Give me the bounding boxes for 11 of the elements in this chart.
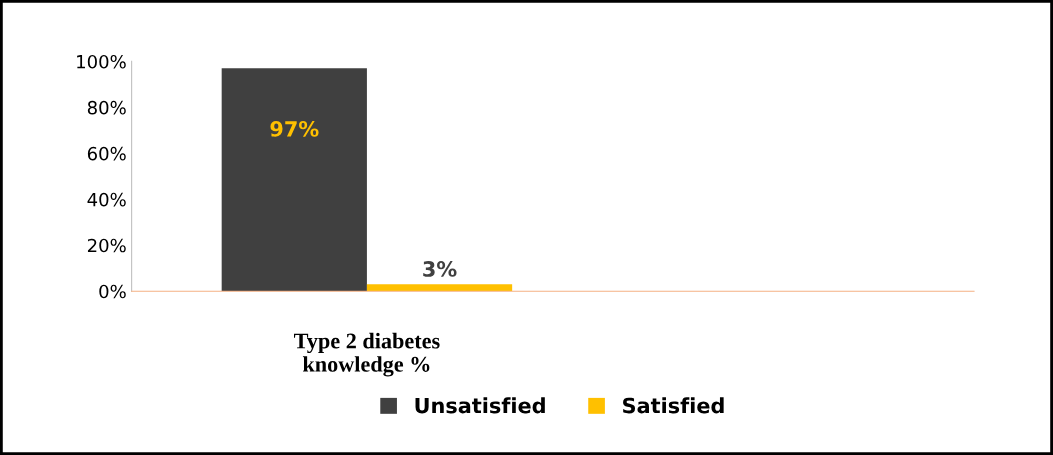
y-tick-label: 20% [87, 238, 126, 253]
legend-label: Satisfied [623, 397, 724, 414]
y-tick-label: 60% [87, 146, 126, 161]
legend-label: Unsatisfied [415, 397, 545, 414]
y-tick-label: 0% [99, 284, 126, 299]
data-label: 3% [423, 261, 457, 277]
y-tick-label: 80% [87, 100, 126, 115]
x-tick-label: Type 2 diabetes knowledge % [294, 332, 440, 377]
y-tick-label: 100% [77, 54, 126, 69]
data-label: 97% [270, 121, 319, 137]
y-tick-label: 40% [87, 192, 126, 207]
